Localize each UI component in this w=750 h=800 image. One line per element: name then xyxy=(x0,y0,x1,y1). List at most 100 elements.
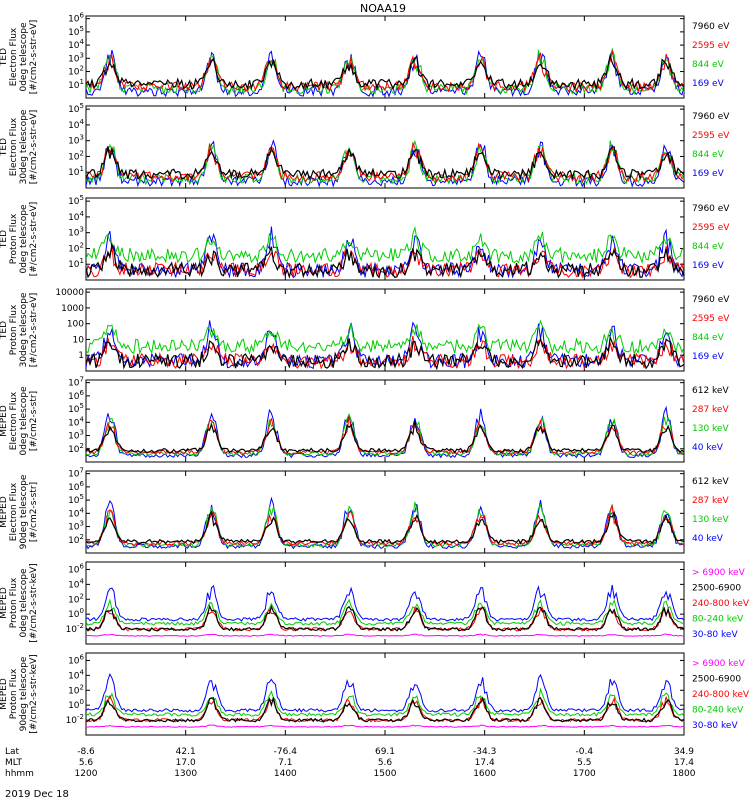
orbit-row-label: Lat xyxy=(5,747,20,757)
y-tick-label: 106 xyxy=(68,389,84,402)
legend-entry: 169 eV xyxy=(692,169,725,179)
orbit-lat-value: 34.9 xyxy=(674,747,694,757)
orbit-row-label: hhmm xyxy=(5,769,34,779)
y-tick-label: 105 xyxy=(68,493,84,506)
legend-entry: 169 eV xyxy=(692,261,725,271)
y-axis-label: TEDProton Flux0deg telescope[#/cm2-s-str… xyxy=(0,202,39,277)
orbit-lat-value: 42.1 xyxy=(176,747,196,757)
series-black xyxy=(86,420,684,454)
orbit-mlt-value: 17.0 xyxy=(176,758,196,768)
legend-entry: 80-240 keV xyxy=(692,705,744,715)
legend-entry: 169 eV xyxy=(692,79,725,89)
orbit-hhmm-value: 1200 xyxy=(75,769,98,779)
y-tick-label: 101 xyxy=(68,165,84,178)
series-black xyxy=(86,604,684,632)
y-tick-label: 104 xyxy=(68,577,84,590)
y-axis-label: MEPEDProton Flux0deg telescope[#/cm2-s-s… xyxy=(0,563,39,642)
orbit-axis-group: LatMLThhmm-8.65.6120042.117.01300-76.47.… xyxy=(5,747,696,779)
y-tick-label: 10000 xyxy=(55,288,84,298)
series-black xyxy=(86,335,684,371)
series-green xyxy=(86,687,684,717)
y-tick-label: 10-2 xyxy=(66,713,84,726)
y-tick-label: 101 xyxy=(68,257,84,270)
y-axis-label: TEDProton Flux30deg telescope[#/cm2-s-st… xyxy=(0,292,39,367)
series-black xyxy=(86,53,684,91)
legend-entry: 287 keV xyxy=(692,496,729,506)
legend-entry: 40 keV xyxy=(692,534,724,544)
data-traces xyxy=(86,584,684,637)
data-traces xyxy=(86,496,684,550)
orbit-mlt-value: 5.6 xyxy=(79,758,94,768)
series-green xyxy=(86,412,684,457)
series-magenta xyxy=(86,633,684,637)
series-black xyxy=(86,242,684,279)
series-green xyxy=(86,139,684,186)
legend-entry: 7960 eV xyxy=(692,22,730,32)
legend-entry: > 6900 keV xyxy=(692,659,746,669)
y-tick-label: 1 xyxy=(78,351,84,361)
legend-entry: 287 keV xyxy=(692,405,729,415)
legend-entry: 844 eV xyxy=(692,60,725,70)
legend-entry: 2595 eV xyxy=(692,131,730,141)
orbit-lat-value: -8.6 xyxy=(77,747,95,757)
series-black xyxy=(86,146,684,181)
y-tick-label: 102 xyxy=(68,241,84,254)
data-traces xyxy=(86,139,684,188)
orbit-mlt-value: 17.4 xyxy=(475,758,495,768)
orbit-hhmm-value: 1500 xyxy=(374,769,397,779)
legend-entry: 240-800 keV xyxy=(692,690,750,700)
orbit-row-label: MLT xyxy=(5,758,23,768)
y-tick-label: 104 xyxy=(68,210,84,223)
data-traces xyxy=(86,319,684,371)
data-traces xyxy=(86,405,684,459)
y-tick-label: 104 xyxy=(68,118,84,131)
legend-entry: 7960 eV xyxy=(692,295,730,305)
panel-8: 10-2 100 102 104 106 MEPEDProton Flux90deg te… xyxy=(0,652,750,736)
legend-entry: 844 eV xyxy=(692,242,725,252)
panel-4: 1 10 100 1000 10000 TEDProton Flux30deg teles… xyxy=(0,288,730,372)
legend-entry: 7960 eV xyxy=(692,112,730,122)
y-tick-label: 100 xyxy=(67,320,84,330)
y-axis-label: TEDElectron Flux30deg telescope[#/cm2-s-… xyxy=(0,109,39,184)
series-red xyxy=(86,415,684,455)
orbit-mlt-value: 7.1 xyxy=(278,758,292,768)
legend-entry: 30-80 keV xyxy=(692,721,738,731)
series-blue xyxy=(86,405,684,459)
y-tick-label: 106 xyxy=(68,12,84,25)
y-tick-label: 105 xyxy=(68,102,84,115)
series-blue xyxy=(86,672,684,713)
y-tick-label: 10-2 xyxy=(66,622,84,635)
legend-entry: 130 keV xyxy=(692,424,729,434)
series-blue xyxy=(86,584,684,622)
legend-entry: > 6900 keV xyxy=(692,568,746,578)
panel-7: 10-2 100 102 104 106 MEPEDProton Flux0deg tel… xyxy=(0,561,750,645)
orbit-hhmm-value: 1400 xyxy=(274,769,297,779)
chart-title: NOAA19 xyxy=(360,2,406,15)
orbit-mlt-value: 5.5 xyxy=(577,758,591,768)
y-tick-label: 107 xyxy=(68,376,84,389)
legend-entry: 2595 eV xyxy=(692,314,730,324)
y-tick-label: 102 xyxy=(68,442,84,455)
y-tick-label: 102 xyxy=(68,592,84,605)
data-traces xyxy=(86,672,684,728)
data-traces xyxy=(86,47,684,98)
y-tick-label: 100 xyxy=(68,698,84,711)
series-green xyxy=(86,225,684,265)
y-tick-label: 102 xyxy=(68,533,84,546)
y-tick-label: 10 xyxy=(73,335,85,345)
legend-entry: 40 keV xyxy=(692,443,724,453)
panel-frame xyxy=(85,561,685,645)
legend-entry: 844 eV xyxy=(692,333,725,343)
date-label: 2019 Dec 18 xyxy=(5,789,69,800)
y-tick-label: 103 xyxy=(68,134,84,147)
y-tick-label: 102 xyxy=(68,683,84,696)
series-black xyxy=(86,696,684,723)
series-magenta xyxy=(86,724,684,728)
y-tick-label: 101 xyxy=(68,78,84,91)
legend-entry: 240-800 keV xyxy=(692,599,750,609)
y-axis-label: MEPEDProton Flux90deg telescope[#/cm2-s-… xyxy=(0,654,39,733)
